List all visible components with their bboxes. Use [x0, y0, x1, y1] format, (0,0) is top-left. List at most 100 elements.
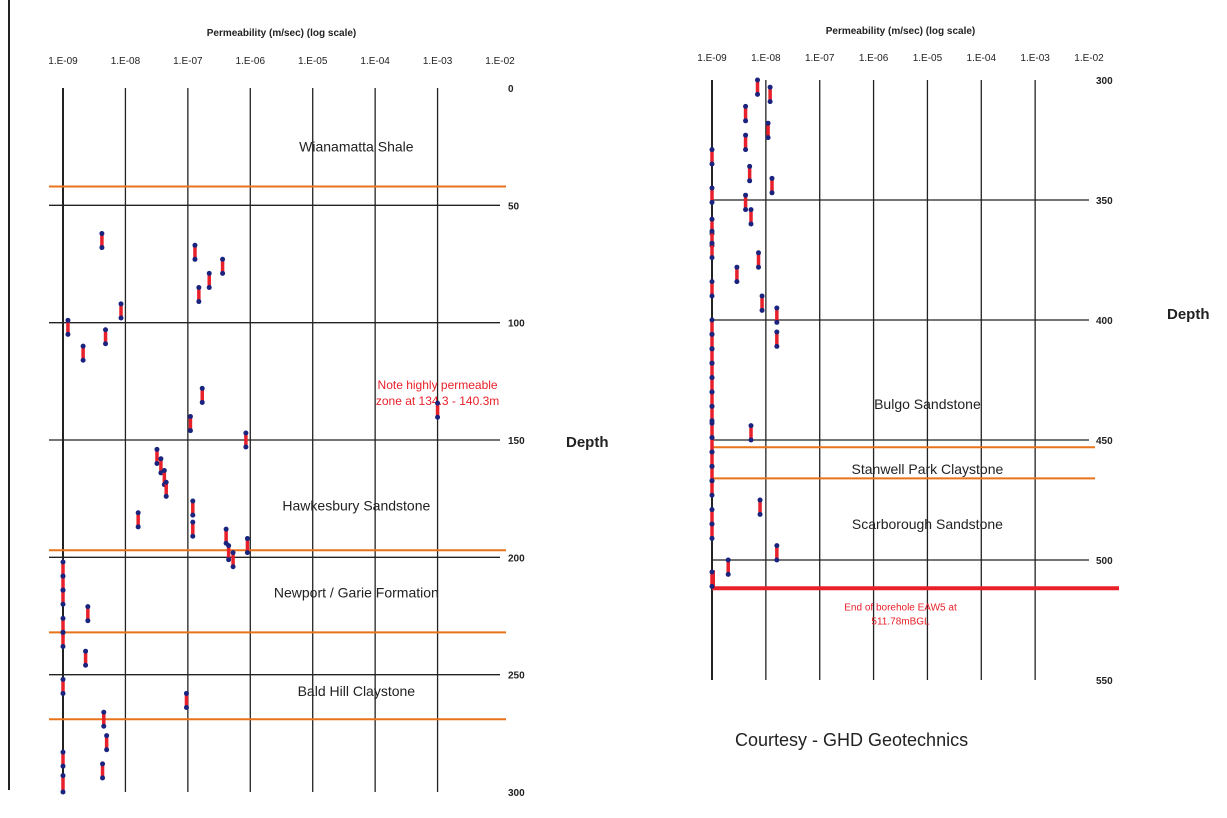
test-interval-top	[231, 550, 236, 555]
y-tick-label: 50	[508, 201, 520, 212]
test-interval-bottom	[710, 294, 715, 299]
test-interval-top	[192, 243, 197, 248]
x-tick-label: 1.E-05	[913, 53, 943, 64]
test-interval-top	[61, 588, 66, 593]
test-interval-bottom	[119, 315, 124, 320]
test-interval-top	[710, 186, 715, 191]
chart-panel-left: Permeability (m/sec) (log scale)1.E-09 1.…	[48, 28, 525, 799]
test-interval-bottom	[749, 222, 754, 227]
test-interval-bottom	[760, 308, 765, 313]
test-interval-bottom	[188, 428, 193, 433]
test-interval-bottom	[243, 445, 248, 450]
test-interval-bottom	[190, 513, 195, 518]
test-interval-top	[710, 421, 715, 426]
test-interval-bottom	[768, 99, 773, 104]
test-interval-top	[710, 147, 715, 152]
test-interval-bottom	[61, 790, 66, 795]
test-interval-bottom	[774, 320, 779, 325]
formation-label: Wianamatta Shale	[299, 139, 414, 155]
test-interval-top	[61, 574, 66, 579]
test-interval-top	[136, 510, 141, 515]
y-tick-label: 300	[1096, 76, 1113, 87]
test-interval-bottom	[710, 493, 715, 498]
test-interval-bottom	[758, 512, 763, 517]
test-interval-top	[760, 294, 765, 299]
x-tick-label: 1.E-06	[859, 53, 889, 64]
test-interval-top	[61, 773, 66, 778]
test-interval-top	[226, 543, 231, 548]
test-interval-bottom	[192, 257, 197, 262]
test-interval-top	[710, 404, 715, 409]
test-interval-top	[743, 193, 748, 198]
test-interval-top	[710, 464, 715, 469]
formation-label: Bulgo Sandstone	[874, 396, 981, 412]
test-interval-bottom	[710, 200, 715, 205]
test-interval-top	[726, 558, 731, 563]
x-tick-label: 1.E-07	[805, 53, 835, 64]
test-interval-top	[61, 630, 66, 635]
test-interval-top	[747, 164, 752, 169]
test-interval-bottom	[100, 775, 105, 780]
test-interval-top	[769, 176, 774, 181]
chart-panel-right: Permeability (m/sec) (log scale)1.E-09 1.…	[697, 26, 1119, 687]
formation-label: Stanwell Park Claystone	[852, 461, 1004, 477]
test-interval-top	[164, 480, 169, 485]
test-interval-top	[710, 570, 715, 575]
x-tick-label: 1.E-05	[298, 56, 328, 67]
test-interval-top	[162, 468, 167, 473]
test-interval-bottom	[184, 705, 189, 710]
y-tick-label: 250	[508, 671, 525, 682]
test-interval-top	[710, 279, 715, 284]
test-interval-top	[207, 271, 212, 276]
test-interval-top	[710, 229, 715, 234]
test-interval-bottom	[743, 147, 748, 152]
formation-label: Hawkesbury Sandstone	[282, 498, 430, 514]
test-interval-top	[224, 527, 229, 532]
test-interval-top	[103, 327, 108, 332]
test-interval-bottom	[769, 190, 774, 195]
test-interval-bottom	[196, 299, 201, 304]
test-interval-bottom	[81, 358, 86, 363]
test-interval-bottom	[710, 536, 715, 541]
x-tick-label: 1.E-03	[423, 56, 453, 67]
y-tick-label: 550	[1096, 676, 1113, 687]
annotation-text: Note highly permeable	[378, 378, 498, 392]
test-interval-top	[710, 217, 715, 222]
test-interval-top	[81, 344, 86, 349]
test-interval-bottom	[61, 764, 66, 769]
test-interval-top	[188, 414, 193, 419]
test-interval-bottom	[435, 415, 440, 420]
test-interval-top	[710, 346, 715, 351]
test-interval-bottom	[747, 178, 752, 183]
test-interval-top	[85, 604, 90, 609]
test-interval-bottom	[164, 494, 169, 499]
test-interval-top	[154, 447, 159, 452]
test-interval-top	[99, 231, 104, 236]
test-interval-top	[758, 498, 763, 503]
y-tick-label: 200	[508, 553, 525, 564]
test-interval-top	[774, 330, 779, 335]
test-interval-bottom	[226, 557, 231, 562]
test-interval-bottom	[83, 663, 88, 668]
test-interval-top	[61, 750, 66, 755]
test-interval-top	[766, 121, 771, 126]
test-interval-top	[710, 435, 715, 440]
test-interval-top	[243, 430, 248, 435]
test-interval-bottom	[766, 135, 771, 140]
test-interval-bottom	[756, 265, 761, 270]
y-tick-label: 450	[1096, 436, 1113, 447]
test-interval-top	[196, 285, 201, 290]
test-interval-bottom	[774, 558, 779, 563]
test-interval-top	[65, 318, 70, 323]
y-tick-label: 100	[508, 319, 525, 330]
test-interval-top	[710, 332, 715, 337]
test-interval-top	[710, 241, 715, 246]
test-interval-bottom	[774, 344, 779, 349]
end-of-hole-label: End of borehole EAW5 at	[844, 602, 957, 613]
test-interval-top	[158, 456, 163, 461]
formation-label: Newport / Garie Formation	[274, 585, 439, 601]
test-interval-bottom	[749, 438, 754, 443]
test-interval-bottom	[200, 400, 205, 405]
test-interval-bottom	[726, 572, 731, 577]
